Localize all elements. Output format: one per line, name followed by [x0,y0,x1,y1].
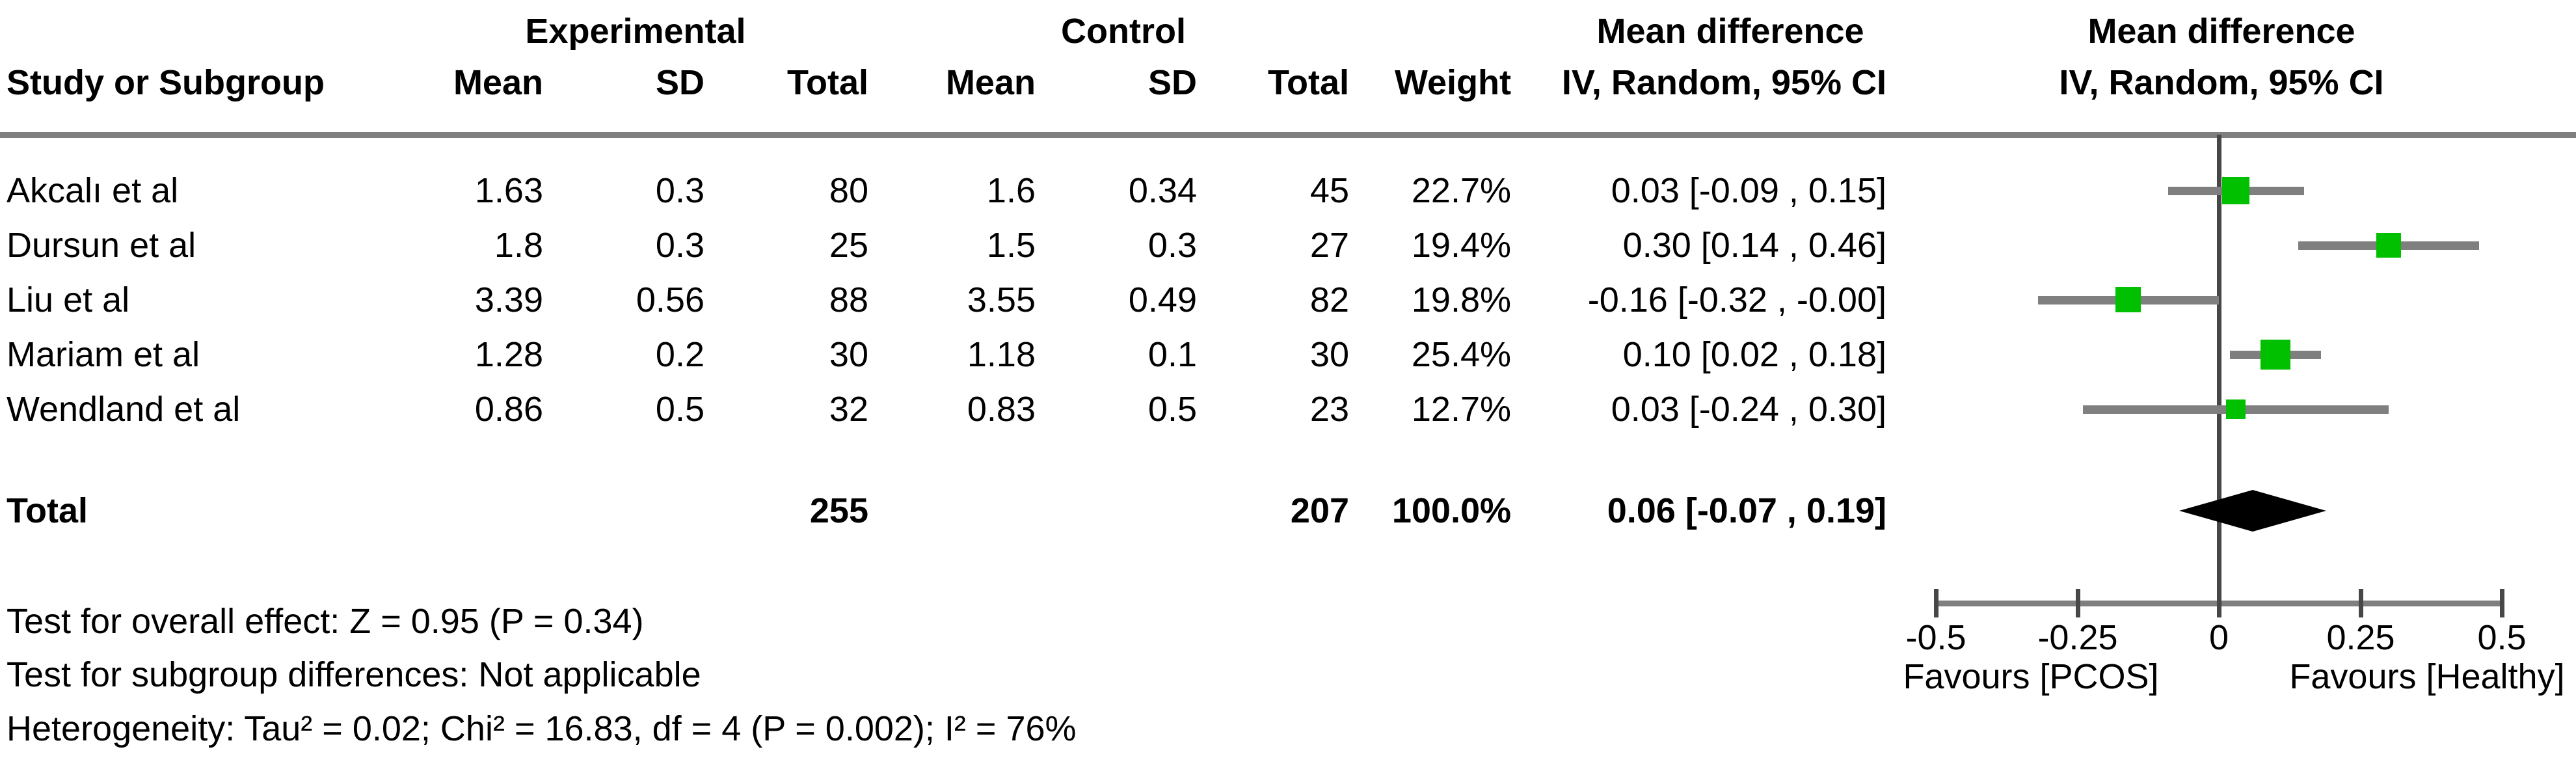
study-value: 19.4% [1411,226,1511,265]
study-name: Mariam et al [7,335,200,374]
effect-point-marker [2261,340,2290,370]
summary-diamond [2179,490,2326,532]
zero-effect-line [2217,135,2221,603]
column-header-weight: Weight [1395,63,1511,102]
study-value: 0.2 [655,335,704,374]
effect-point-marker [2226,399,2246,419]
study-name: Dursun et al [7,226,196,265]
study-value: 1.6 [986,171,1036,210]
axis-tick [2217,589,2221,617]
study-value: 0.1 [1147,335,1197,374]
axis-tick [2359,589,2363,617]
study-ci-label: 0.30 [0.14 , 0.46] [1622,226,1886,265]
study-value: 12.7% [1411,390,1511,429]
study-name: Akcalı et al [7,171,179,210]
study-value: 0.3 [1147,226,1197,265]
column-header-mean-difference-text: Mean difference [1596,12,1864,51]
total-row-label: Total [7,491,88,530]
study-value: 0.86 [474,390,543,429]
header-separator-line [0,132,2576,138]
study-ci-label: 0.10 [0.02 , 0.18] [1622,335,1886,374]
column-header-study: Study or Subgroup [7,63,325,102]
study-value: 80 [829,171,868,210]
study-value: 1.5 [986,226,1036,265]
total-ctrl-total: 207 [1290,491,1349,530]
column-header-exp-sd: SD [655,63,704,102]
column-header-iv-random-text: IV, Random, 95% CI [1561,63,1886,102]
study-value: 1.63 [474,171,543,210]
study-value: 0.5 [655,390,704,429]
study-value: 25 [829,226,868,265]
study-name: Wendland et al [7,390,241,429]
study-value: 0.5 [1147,390,1197,429]
study-value: 45 [1309,171,1349,210]
column-header-exp-total: Total [787,63,868,102]
study-value: 0.56 [636,280,704,319]
study-value: 32 [829,390,868,429]
axis-tick [2500,589,2504,617]
test-overall-effect-text: Test for overall effect: Z = 0.95 (P = 0… [7,602,644,641]
tick-label: 0.5 [2477,618,2527,657]
favours-left-label: Favours [PCOS] [1903,657,2159,696]
tick-label: -0.5 [1905,618,1966,657]
effect-point-marker [2376,233,2401,258]
study-ci-label: -0.16 [-0.32 , -0.00] [1587,280,1886,319]
study-name: Liu et al [7,280,130,319]
study-value: 0.3 [655,226,704,265]
group-header-control: Control [1061,12,1186,51]
study-value: 30 [1309,335,1349,374]
study-value: 25.4% [1411,335,1511,374]
column-header-iv-random-plot: IV, Random, 95% CI [2059,63,2384,102]
axis-tick [2076,589,2080,617]
study-value: 1.28 [474,335,543,374]
study-value: 82 [1309,280,1349,319]
study-value: 0.83 [967,390,1036,429]
column-header-exp-mean: Mean [453,63,543,102]
study-value: 0.34 [1128,171,1197,210]
favours-right-label: Favours [Healthy] [2289,657,2565,696]
column-header-mean-difference-plot: Mean difference [2087,12,2355,51]
study-value: 0.3 [655,171,704,210]
group-header-experimental: Experimental [525,12,746,51]
study-value: 19.8% [1411,280,1511,319]
study-value: 27 [1309,226,1349,265]
study-value: 30 [829,335,868,374]
tick-label: -0.25 [2037,618,2118,657]
column-header-ctrl-total: Total [1268,63,1349,102]
column-header-ctrl-mean: Mean [945,63,1036,102]
total-ci-label: 0.06 [-0.07 , 0.19] [1607,491,1886,530]
study-value: 88 [829,280,868,319]
total-exp-total: 255 [809,491,868,530]
study-value: 1.18 [967,335,1036,374]
study-value: 0.49 [1128,280,1197,319]
heterogeneity-text: Heterogeneity: Tau² = 0.02; Chi² = 16.83… [7,709,1077,748]
test-subgroup-differences-text: Test for subgroup differences: Not appli… [7,655,701,694]
tick-label: 0 [2208,618,2229,657]
study-value: 23 [1309,390,1349,429]
total-weight: 100.0% [1391,491,1511,530]
axis-tick [1934,589,1939,617]
study-value: 1.8 [494,226,543,265]
study-ci-label: 0.03 [-0.24 , 0.30] [1611,390,1886,429]
study-value: 22.7% [1411,171,1511,210]
column-header-ctrl-sd: SD [1147,63,1197,102]
study-ci-label: 0.03 [-0.09 , 0.15] [1611,171,1886,210]
effect-point-marker [2222,177,2249,204]
study-value: 3.55 [967,280,1036,319]
tick-label: 0.25 [2326,618,2395,657]
effect-point-marker [2115,287,2141,312]
study-value: 3.39 [474,280,543,319]
